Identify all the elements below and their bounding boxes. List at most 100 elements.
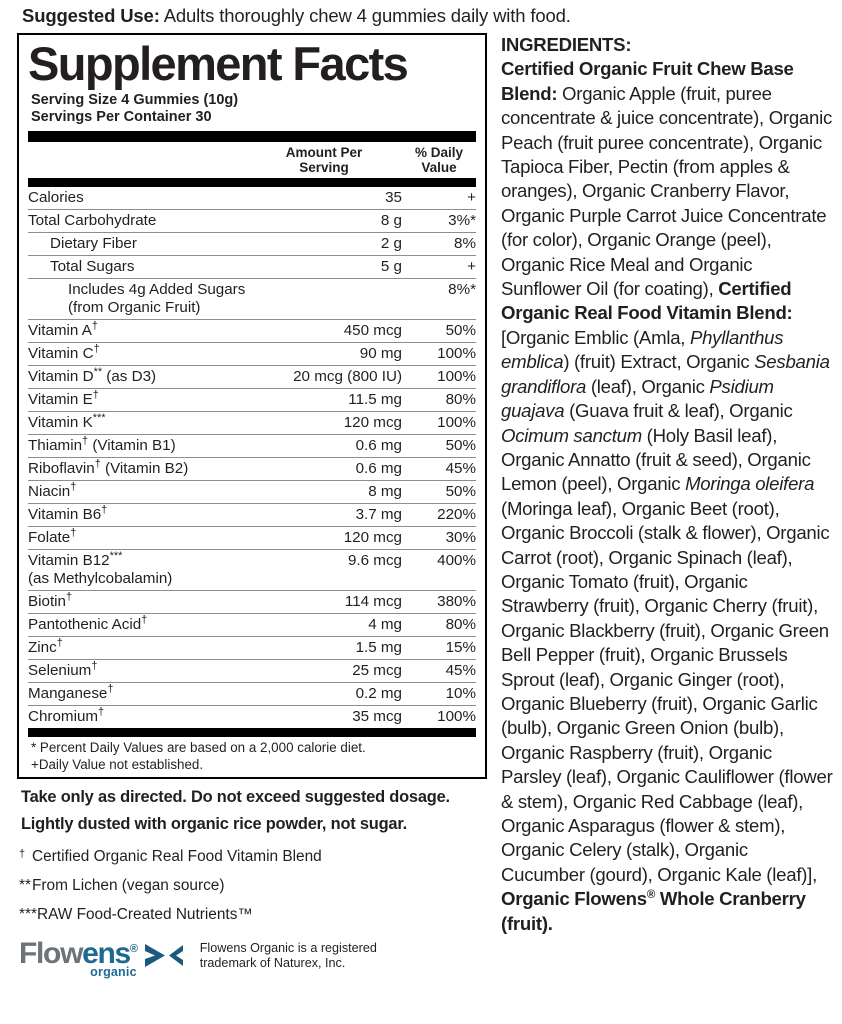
latin-name-4: Ocimum sanctum bbox=[501, 424, 642, 446]
nutrient-amount: 120 mcg bbox=[252, 411, 402, 435]
footnotes: * Percent Daily Values are based on a 2,… bbox=[28, 737, 476, 777]
nutrient-name: Vitamin E† bbox=[28, 388, 252, 412]
latin-name-1: Phyllanthus emblica bbox=[501, 326, 784, 373]
nutrient-name: Manganese† bbox=[28, 682, 252, 706]
nutrient-amount: 8 g bbox=[252, 209, 402, 233]
nutrient-name: Niacin† bbox=[28, 480, 252, 504]
vitamin-blend-text-4: (Guava fruit & leaf), Organic bbox=[564, 400, 793, 422]
footnote-marker: † bbox=[91, 319, 98, 332]
footnote-marker: † bbox=[141, 613, 148, 626]
latin-name-5: Moringa oleifera bbox=[685, 473, 815, 495]
nutrient-name: Chromium† bbox=[28, 705, 252, 728]
right-column: INGREDIENTS: Certified Organic Fruit Che… bbox=[495, 33, 842, 936]
header-daily-value: % Daily Value bbox=[402, 145, 476, 175]
legend-text-double-asterisk: From Lichen (vegan source) bbox=[32, 877, 225, 894]
nutrient-amount: 2 g bbox=[252, 232, 402, 256]
table-row: Vitamin K*** 120 mcg 100% bbox=[28, 411, 476, 435]
nutrient-name: Vitamin A† bbox=[28, 319, 252, 343]
flowens-ingredient-label: Organic Flowens® Whole Cranberry (fruit)… bbox=[501, 888, 806, 933]
nutrient-daily-value: 50% bbox=[402, 434, 476, 458]
suggested-use-text: Adults thoroughly chew 4 gummies daily w… bbox=[163, 5, 571, 26]
table-row: Vitamin A† 450 mcg 50% bbox=[28, 319, 476, 343]
nutrient-daily-value: 15% bbox=[402, 636, 476, 660]
table-row: Thiamin† (Vitamin B1) 0.6 mg 50% bbox=[28, 434, 476, 458]
nutrient-daily-value: + bbox=[467, 189, 476, 206]
servings-per-container: Servings Per Container 30 bbox=[31, 109, 212, 125]
header-dv-line1: % Daily bbox=[414, 145, 464, 160]
nutrient-amount bbox=[252, 278, 402, 320]
nutrient-amount: 35 bbox=[385, 189, 402, 206]
nutrient-name-line2: (from Organic Fruit) bbox=[68, 299, 201, 316]
flowens-subtitle: organic bbox=[90, 965, 137, 979]
divider-thick-top bbox=[28, 131, 476, 142]
nutrient-daily-value: 30% bbox=[402, 526, 476, 550]
nutrient-daily-value: 8% bbox=[402, 232, 476, 256]
nutrient-name-line2: (as Methylcobalamin) bbox=[28, 570, 173, 587]
nutrient-amount: 4 mg bbox=[252, 613, 402, 637]
table-row: Includes 4g Added Sugars (from Organic Fr… bbox=[28, 278, 476, 320]
nutrient-amount: 0.6 mg bbox=[252, 457, 402, 481]
table-row: Vitamin D** (as D3) 20 mcg (800 IU) 100% bbox=[28, 365, 476, 389]
nutrient-amount: 9.6 mcg bbox=[252, 549, 402, 591]
trademark-line1: Flowens Organic is a registered bbox=[199, 940, 377, 955]
nutrient-amount: 8 mg bbox=[252, 480, 402, 504]
vitamin-blend-text-6: (Moringa leaf), Organic Beet (root), Org… bbox=[501, 497, 833, 885]
legend-mark-dagger: † bbox=[19, 848, 26, 860]
flowens-word-part2: ens bbox=[82, 937, 131, 970]
nutrient-name: Total Carbohydrate bbox=[28, 209, 252, 233]
nutrient-daily-value: 8%* bbox=[402, 278, 476, 320]
footnote-marker: † bbox=[94, 457, 101, 470]
legend-text-dagger: Certified Organic Real Food Vitamin Blen… bbox=[32, 848, 322, 865]
table-row: Vitamin B6† 3.7 mg 220% bbox=[28, 503, 476, 527]
nutrient-daily-value: 220% bbox=[402, 503, 476, 527]
nutrient-daily-value: 50% bbox=[402, 480, 476, 504]
legend-item-double-asterisk: **From Lichen (vegan source) bbox=[19, 876, 495, 895]
nutrient-name: Pantothenic Acid† bbox=[28, 613, 252, 637]
footnote-marker: † bbox=[70, 480, 77, 493]
table-row: Vitamin B12*** (as Methylcobalamin) 9.6 mc… bbox=[28, 549, 476, 591]
nutrient-name: Includes 4g Added Sugars (from Organic Fr… bbox=[28, 278, 252, 320]
table-row: Total Carbohydrate 8 g 3%* bbox=[28, 209, 476, 233]
nutrient-name: Biotin† bbox=[28, 590, 252, 614]
header-amount-line2: Serving bbox=[299, 160, 349, 175]
vitamin-blend-text-5: (Holy Basil leaf), Organic Annatto (frui… bbox=[501, 424, 811, 495]
nutrient-amount: 20 mcg (800 IU) bbox=[252, 365, 402, 389]
left-column: Supplement Facts Serving Size 4 Gummies … bbox=[0, 33, 495, 978]
vitamin-blend-text-2: ) (fruit) Extract, Organic bbox=[563, 351, 755, 373]
nutrient-daily-value: + bbox=[402, 255, 476, 279]
base-blend-label: Certified Organic Fruit Chew Base Blend: bbox=[501, 58, 794, 104]
footnote-marker: † bbox=[56, 636, 63, 649]
nutrient-daily-value: 380% bbox=[402, 590, 476, 614]
table-row: Pantothenic Acid† 4 mg 80% bbox=[28, 613, 476, 637]
nutrient-amount: 25 mcg bbox=[252, 659, 402, 683]
nutrient-daily-value: 400% bbox=[402, 549, 476, 591]
serving-size: Serving Size 4 Gummies (10g) bbox=[31, 92, 239, 108]
nutrient-name: Vitamin D** (as D3) bbox=[28, 365, 252, 389]
nutrient-name: Vitamin C† bbox=[28, 342, 252, 366]
footnote-marker: ** bbox=[93, 365, 103, 378]
latin-name-3: Psidium guajava bbox=[501, 375, 774, 422]
footnote-marker: † bbox=[107, 682, 114, 695]
table-row: Dietary Fiber 2 g 8% bbox=[28, 232, 476, 256]
suggested-use-line: Suggested Use: Adults thoroughly chew 4 … bbox=[0, 0, 842, 33]
legend-mark-triple-asterisk: *** bbox=[19, 906, 37, 923]
table-row: Zinc† 1.5 mg 15% bbox=[28, 636, 476, 660]
table-row: Selenium† 25 mcg 45% bbox=[28, 659, 476, 683]
flowens-logo: Flowens® organic bbox=[19, 934, 187, 978]
footnote-marker: † bbox=[101, 503, 108, 516]
footnote-marker: † bbox=[70, 526, 77, 539]
label-columns: Supplement Facts Serving Size 4 Gummies … bbox=[0, 33, 842, 978]
latin-name-2: Sesbania grandiflora bbox=[501, 351, 830, 397]
nutrient-amount: 90 mg bbox=[252, 342, 402, 366]
header-amount-per-serving: Amount Per Serving bbox=[252, 145, 402, 175]
table-row: Chromium† 35 mcg 100% bbox=[28, 705, 476, 728]
header-amount-line1: Amount Per bbox=[285, 145, 363, 160]
nutrient-name: Thiamin† (Vitamin B1) bbox=[28, 434, 252, 458]
footnote-marker: † bbox=[92, 388, 99, 401]
legend-mark-double-asterisk: ** bbox=[19, 877, 31, 894]
chevron-icon bbox=[143, 942, 187, 970]
nutrient-amount: 11.5 mg bbox=[252, 388, 402, 412]
vitamin-blend-label: Certified Organic Real Food Vitamin Blen… bbox=[501, 278, 793, 324]
nutrient-name: Riboflavin† (Vitamin B2) bbox=[28, 457, 252, 481]
trademark-line2: trademark of Naturex, Inc. bbox=[199, 956, 346, 970]
